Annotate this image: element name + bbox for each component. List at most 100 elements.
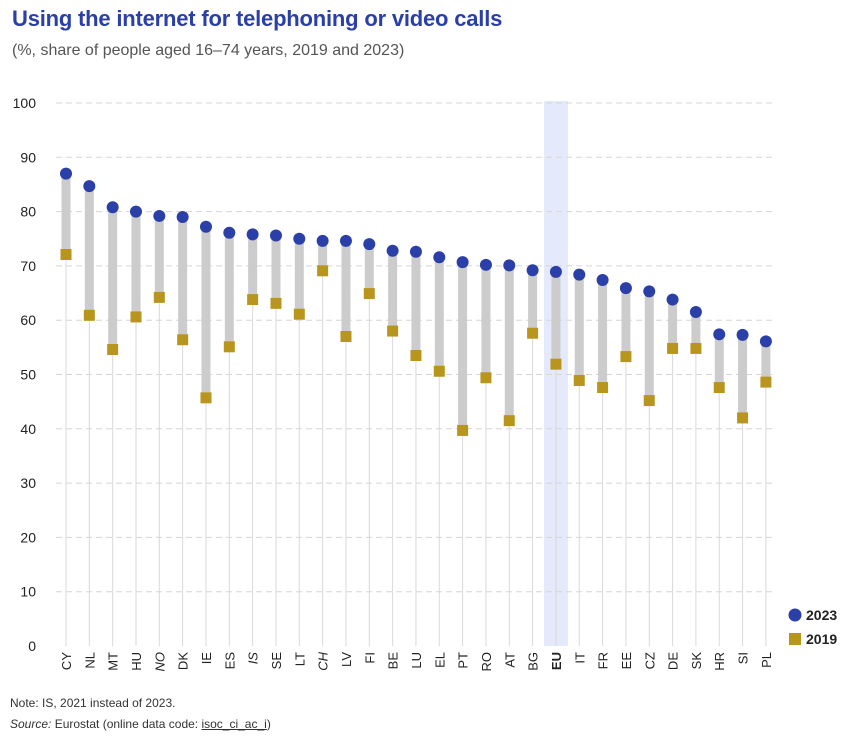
range-bar	[481, 264, 491, 378]
point-2019	[317, 265, 329, 277]
range-bar	[388, 250, 398, 332]
range-bar	[224, 232, 234, 347]
point-2023	[713, 328, 726, 341]
x-tick-label: AT	[502, 652, 517, 668]
legend-label-2019: 2019	[806, 631, 837, 647]
y-tick-label: 30	[20, 475, 36, 491]
range-bar	[84, 186, 94, 316]
x-tick-label: CH	[316, 651, 331, 670]
x-tick-label: RO	[479, 652, 494, 672]
point-2023	[339, 234, 352, 247]
range-bar	[248, 234, 258, 300]
point-2019	[387, 325, 399, 337]
x-tick-label: HR	[712, 652, 727, 671]
x-tick-label: SK	[689, 652, 704, 670]
x-tick-label: IT	[572, 652, 587, 664]
x-tick-label: CZ	[642, 652, 657, 669]
point-2019	[433, 365, 445, 377]
point-2019	[643, 395, 655, 407]
y-tick-label: 10	[20, 584, 36, 600]
range-bar	[574, 274, 584, 381]
x-tick-label: HU	[129, 652, 144, 671]
point-2023	[409, 245, 422, 258]
range-bar	[434, 257, 444, 372]
point-2023	[759, 335, 772, 348]
range-bar	[714, 334, 724, 388]
y-tick-label: 80	[20, 204, 36, 220]
range-bar	[504, 265, 514, 421]
range-bar	[761, 341, 771, 383]
y-tick-label: 0	[28, 638, 36, 654]
point-2023	[223, 226, 236, 239]
point-2023	[386, 244, 399, 257]
point-2019	[270, 297, 282, 309]
point-2023	[246, 228, 259, 241]
point-2019	[223, 341, 235, 353]
point-2023	[153, 209, 166, 222]
point-2019	[737, 412, 749, 424]
point-2019	[153, 291, 165, 303]
range-bar	[364, 244, 374, 294]
point-2019	[410, 349, 422, 361]
y-tick-label: 60	[20, 312, 36, 328]
range-bar	[201, 226, 211, 398]
point-2019	[60, 248, 72, 260]
x-tick-label: EE	[619, 652, 634, 670]
x-tick-label: EL	[432, 652, 447, 668]
point-2023	[83, 180, 96, 193]
point-2023	[199, 220, 212, 233]
point-2023	[549, 265, 562, 278]
x-tick-label: BG	[526, 652, 541, 671]
point-2019	[130, 311, 142, 323]
range-bar	[738, 334, 748, 418]
x-tick-label: BE	[386, 652, 401, 670]
source-end: )	[266, 717, 271, 731]
x-tick-label: DE	[666, 652, 681, 670]
source-data-code-link[interactable]: isoc_ci_ac_i	[201, 717, 267, 731]
point-2019	[713, 382, 725, 394]
x-tick-label: FI	[362, 652, 377, 664]
point-2023	[689, 306, 702, 319]
point-2019	[107, 344, 119, 356]
point-2019	[363, 288, 375, 300]
legend-marker-2023	[788, 608, 802, 622]
range-bar	[621, 288, 631, 357]
range-bar	[668, 299, 678, 349]
x-tick-label: SI	[736, 652, 751, 664]
x-tick-label: IE	[199, 652, 214, 665]
x-tick-label: NO	[152, 652, 167, 672]
point-2019	[200, 392, 212, 404]
point-2019	[177, 334, 189, 346]
x-tick-label: LU	[409, 652, 424, 669]
x-tick-label: NL	[82, 652, 97, 669]
point-2023	[293, 232, 306, 245]
legend-label-2023: 2023	[806, 607, 837, 623]
range-bar	[271, 235, 281, 304]
range-bar	[691, 312, 701, 349]
point-2023	[503, 259, 516, 272]
point-2019	[83, 309, 95, 321]
range-bar	[108, 207, 118, 350]
y-tick-label: 50	[20, 367, 36, 383]
point-2023	[596, 274, 609, 287]
point-2019	[480, 372, 492, 384]
x-tick-label: PT	[456, 652, 471, 669]
x-tick-label: SE	[269, 652, 284, 670]
chart-title: Using the internet for telephoning or vi…	[12, 6, 503, 31]
y-tick-label: 20	[20, 529, 36, 545]
point-2023	[643, 285, 656, 298]
point-2019	[247, 294, 259, 306]
point-2023	[526, 264, 539, 277]
point-2023	[269, 229, 282, 242]
point-2023	[129, 205, 142, 218]
x-tick-label: IS	[246, 652, 261, 665]
point-2019	[690, 342, 702, 354]
point-2023	[176, 211, 189, 224]
point-2019	[503, 415, 515, 427]
chart-source: Source: Eurostat (online data code: isoc…	[10, 717, 271, 731]
point-2023	[736, 328, 749, 341]
x-tick-label: ES	[222, 652, 237, 670]
x-tick-label: PL	[759, 652, 774, 668]
point-2019	[293, 308, 305, 320]
range-bar	[154, 215, 164, 298]
